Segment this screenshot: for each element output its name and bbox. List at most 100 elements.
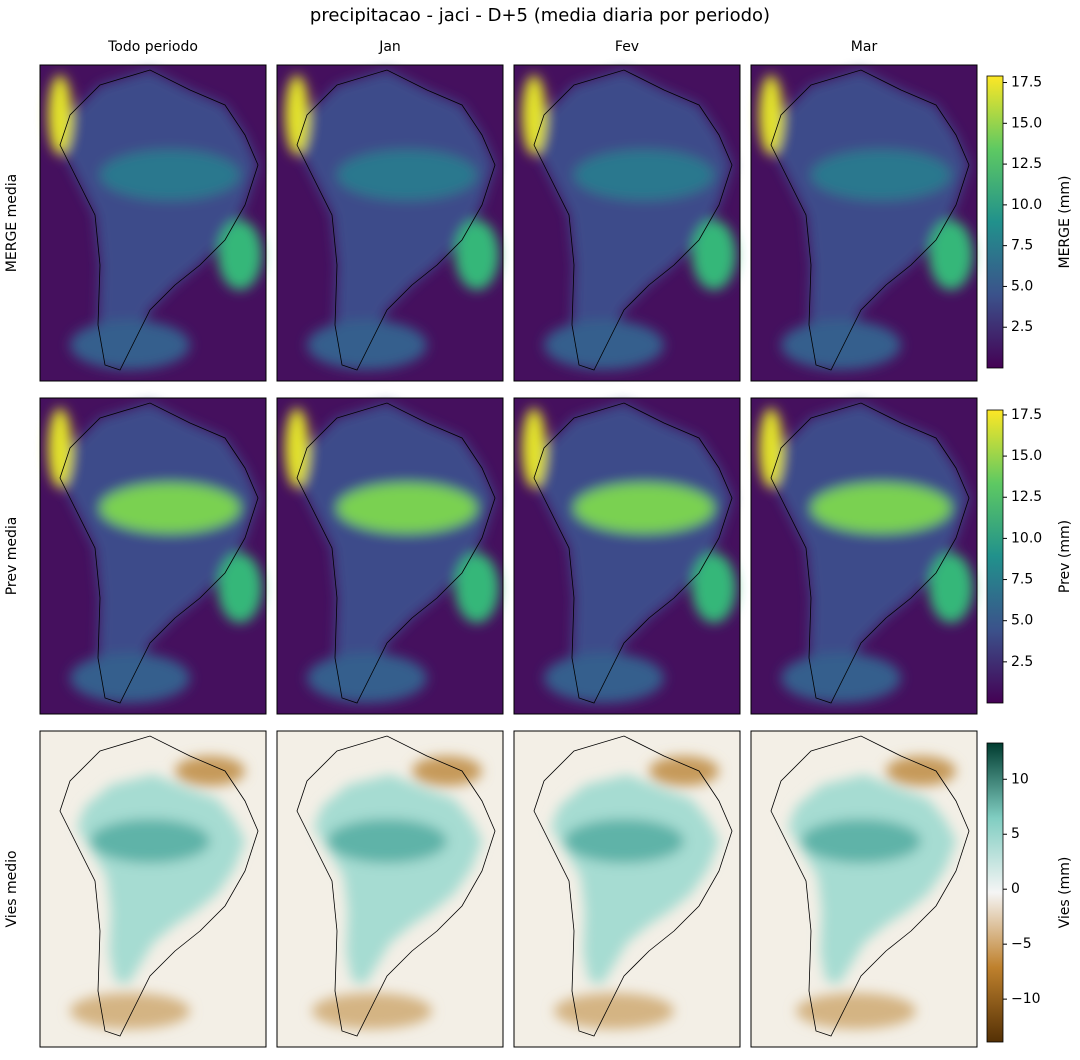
field-blob: [90, 819, 210, 863]
field-blob: [100, 483, 240, 533]
colorbar-tick-label: 5: [1011, 826, 1020, 842]
coastline: [770, 69, 970, 371]
row-label: MERGE media: [4, 174, 20, 272]
map-panel: [513, 397, 741, 715]
field-blob: [285, 408, 309, 488]
land-field: [297, 403, 495, 703]
field-blob: [759, 408, 783, 488]
map-frame: [750, 64, 978, 382]
field-blob: [554, 993, 674, 1029]
colorbar-tick-label: 2.5: [1011, 654, 1033, 670]
colorbar-label: Prev (mm): [1057, 520, 1073, 593]
land-field: [60, 70, 258, 370]
field-blob: [649, 756, 719, 786]
colorbar-tick-label: 12.5: [1011, 156, 1042, 172]
field-blob: [307, 320, 427, 370]
field-blob: [564, 819, 684, 863]
map-field: [312, 756, 483, 1029]
map-panel: [513, 730, 741, 1048]
coastline: [533, 69, 733, 371]
colorbar-tick-label: 10: [1011, 771, 1029, 787]
colorbar-tick-label: 17.5: [1011, 407, 1042, 423]
field-blob: [796, 993, 916, 1029]
land-field: [771, 70, 969, 370]
map-frame: [750, 397, 978, 715]
colorbar: [986, 75, 1004, 369]
colorbar-tick-label: 12.5: [1011, 489, 1042, 505]
map-field: [522, 403, 736, 703]
map-panel: [513, 64, 741, 382]
map-field: [70, 756, 246, 1029]
field-blob: [781, 653, 901, 703]
map-field: [522, 70, 736, 370]
colorbar-tick-label: 5.0: [1011, 278, 1033, 294]
colorbar-tick-label: 17.5: [1011, 75, 1042, 91]
field-blob: [70, 653, 190, 703]
coastline: [59, 735, 259, 1037]
land-field: [297, 70, 495, 370]
field-blob: [175, 756, 245, 786]
colorbar: [986, 742, 1004, 1043]
field-blob: [929, 220, 973, 290]
field-blob: [522, 75, 546, 155]
colorbar-tick-label: −10: [1011, 991, 1041, 1007]
colorbar-tick-label: 10.0: [1011, 530, 1042, 546]
colorbar-tick-label: 15.0: [1011, 448, 1042, 464]
map-frame: [39, 397, 267, 715]
map-panel: [750, 64, 978, 382]
map-frame: [39, 64, 267, 382]
land-field: [60, 403, 258, 703]
map-field: [759, 70, 973, 370]
map-field: [788, 756, 957, 1029]
field-blob: [522, 408, 546, 488]
map-panel: [750, 397, 978, 715]
map-panel: [750, 730, 978, 1048]
field-blob: [285, 75, 309, 155]
land-field: [534, 403, 732, 703]
colorbar-tick-label: 0: [1011, 881, 1020, 897]
field-blob: [886, 756, 956, 786]
colorbar-label: Vies (mm): [1057, 857, 1073, 929]
coastline: [533, 735, 733, 1037]
colorbar-tick-label: 15.0: [1011, 115, 1042, 131]
map-frame: [276, 730, 504, 1048]
colorbar-tick-label: −5: [1011, 936, 1032, 952]
map-field: [48, 403, 262, 703]
row-label: Prev media: [4, 517, 20, 596]
colorbar-tick-label: 7.5: [1011, 572, 1033, 588]
coastline: [296, 402, 496, 704]
field-blob: [337, 483, 477, 533]
map-frame: [513, 397, 741, 715]
field-blob: [218, 220, 262, 290]
colorbar-tick-label: 2.5: [1011, 319, 1033, 335]
colorbar-tick-label: 10.0: [1011, 197, 1042, 213]
map-frame: [513, 730, 741, 1048]
map-frame: [750, 730, 978, 1048]
coastline: [59, 69, 259, 371]
field-blob: [48, 408, 72, 488]
field-blob: [455, 553, 499, 623]
row-label: Vies medio: [4, 850, 20, 927]
field-blob: [759, 75, 783, 155]
map-field: [48, 70, 262, 370]
coastline: [296, 69, 496, 371]
column-title: Todo periodo: [107, 39, 198, 55]
field-blob: [544, 320, 664, 370]
colorbar: [986, 409, 1004, 704]
map-panel: [276, 730, 504, 1048]
coastline: [296, 735, 496, 1037]
map-panel: [276, 397, 504, 715]
figure-title: precipitacao - jaci - D+5 (media diaria …: [310, 5, 770, 26]
field-blob: [574, 483, 714, 533]
field-blob: [337, 150, 477, 200]
field-blob: [692, 220, 736, 290]
field-blob: [307, 653, 427, 703]
field-blob: [327, 819, 447, 863]
field-blob: [70, 993, 190, 1029]
land-field: [534, 70, 732, 370]
field-blob: [48, 75, 72, 155]
field-blob: [544, 653, 664, 703]
field-blob: [312, 993, 432, 1029]
column-title: Fev: [615, 39, 639, 55]
